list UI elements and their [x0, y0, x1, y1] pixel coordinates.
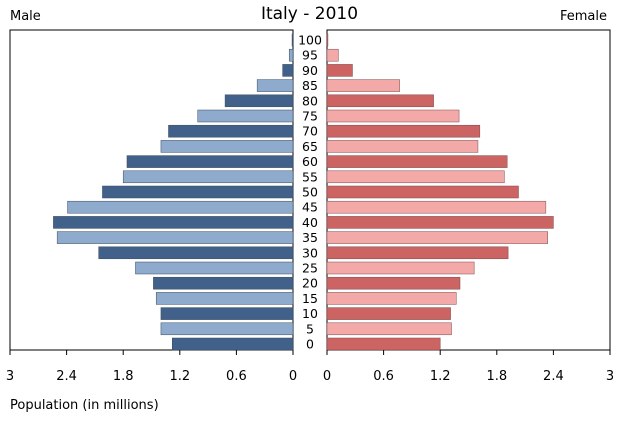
male-bar-65	[160, 140, 294, 153]
male-bar-75	[197, 109, 294, 123]
female-bar-90	[326, 64, 353, 77]
age-label-5: 5	[306, 321, 314, 336]
age-label-10: 10	[302, 306, 318, 321]
age-label-70: 70	[302, 124, 318, 139]
female-bar-60	[326, 155, 508, 168]
male-bar-70	[168, 124, 294, 138]
age-label-30: 30	[302, 245, 318, 260]
female-bar-10	[326, 307, 451, 320]
female-tick-label: 1.8	[486, 369, 507, 384]
age-label-100: 100	[298, 33, 322, 48]
age-label-45: 45	[302, 200, 318, 215]
female-tick-label: 0	[323, 369, 331, 384]
age-label-20: 20	[302, 276, 318, 291]
male-bar-20	[153, 276, 294, 290]
male-bar-50	[102, 185, 294, 199]
female-bar-70	[326, 124, 481, 138]
female-bar-15	[326, 292, 457, 305]
age-label-35: 35	[302, 230, 318, 245]
male-bar-10	[160, 307, 294, 320]
female-bar-5	[326, 322, 452, 336]
female-bar-55	[326, 170, 505, 184]
male-bar-25	[135, 261, 294, 275]
male-bar-45	[67, 200, 294, 214]
female-bar-25	[326, 261, 475, 275]
age-label-25: 25	[302, 261, 318, 276]
female-tick-label: 2.4	[543, 369, 564, 384]
female-bar-85	[326, 79, 400, 92]
x-axis-label: Population (in millions)	[10, 398, 159, 413]
male-tick-label: 1.2	[169, 369, 190, 384]
male-bar-15	[155, 292, 294, 305]
female-bar-35	[326, 231, 548, 244]
age-label-85: 85	[302, 78, 318, 93]
age-label-0: 0	[306, 337, 314, 352]
male-tick-label: 3	[6, 369, 14, 384]
female-bar-100	[326, 33, 329, 47]
female-tick-label: 3	[606, 369, 614, 384]
male-tick-label: 0.6	[226, 369, 247, 384]
female-bar-40	[326, 216, 554, 229]
male-bar-100	[291, 33, 294, 47]
age-label-55: 55	[302, 169, 318, 184]
male-bar-60	[126, 155, 294, 168]
age-label-75: 75	[302, 109, 318, 124]
age-label-95: 95	[302, 48, 318, 63]
female-bar-45	[326, 200, 547, 214]
female-tick-label: 0.6	[373, 369, 394, 384]
male-tick-label: 0	[289, 369, 297, 384]
female-bar-75	[326, 109, 460, 123]
male-bar-95	[288, 48, 294, 62]
male-bar-40	[53, 216, 294, 229]
female-label: Female	[559, 9, 607, 24]
female-bar-80	[326, 94, 434, 108]
male-bar-35	[56, 231, 294, 244]
female-bar-20	[326, 276, 461, 290]
male-bar-85	[256, 79, 294, 92]
age-label-90: 90	[302, 63, 318, 78]
female-tick-label: 1.2	[430, 369, 451, 384]
age-label-40: 40	[302, 215, 318, 230]
female-bar-95	[326, 48, 339, 62]
female-bar-50	[326, 185, 519, 199]
male-bar-5	[160, 322, 294, 336]
male-bar-55	[122, 170, 294, 184]
female-bar-65	[326, 140, 479, 153]
male-bar-80	[224, 94, 294, 108]
male-bar-90	[282, 64, 294, 77]
male-tick-label: 2.4	[56, 369, 77, 384]
male-bar-30	[98, 246, 294, 260]
female-bar-0	[326, 337, 441, 351]
male-tick-label: 1.8	[113, 369, 134, 384]
age-label-65: 65	[302, 139, 318, 154]
age-label-60: 60	[302, 154, 318, 169]
male-bar-0	[172, 337, 294, 351]
chart-title: Italy - 2010	[260, 4, 359, 24]
female-bar-30	[326, 246, 509, 260]
age-label-15: 15	[302, 291, 318, 306]
age-label-80: 80	[302, 93, 318, 108]
age-label-50: 50	[302, 185, 318, 200]
male-label: Male	[10, 9, 41, 24]
